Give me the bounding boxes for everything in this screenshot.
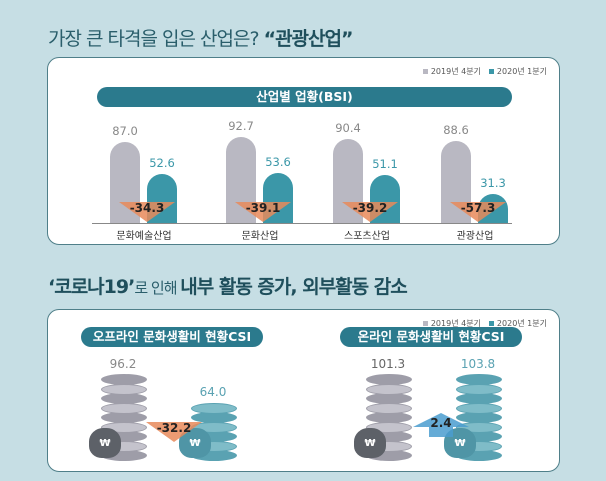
value-label: 101.3: [370, 356, 406, 371]
value-label-2019: 90.4: [335, 120, 361, 135]
coin: [101, 393, 147, 404]
legend-swatch-2019: [422, 69, 428, 74]
legend-2020: 2020년 1분기: [496, 67, 547, 76]
change-indicator-label: -57.3: [460, 201, 496, 215]
value-label: 96.2: [109, 356, 137, 371]
change-indicator-label: 2.4: [430, 416, 452, 430]
chart-title: 산업별 업황(BSI): [97, 87, 512, 107]
change-indicator: -32.2: [146, 418, 202, 442]
coin: [456, 383, 502, 395]
online-chart-title: 온라인 문화생활비 현황CSI: [340, 327, 522, 347]
value-label: 103.8: [460, 356, 496, 371]
down-arrow-icon: [119, 202, 175, 222]
value-label-2020: 31.3: [480, 175, 506, 190]
category-label: 문화예술산업: [116, 231, 172, 242]
value-label-2020: 53.6: [265, 155, 291, 170]
section2-title: ‘코로나19’로 인해 내부 활동 증가, 외부활동 감소: [48, 272, 408, 299]
coin: [366, 412, 412, 423]
title-highlight: “관광산업”: [263, 28, 354, 50]
change-indicator-label: -32.2: [156, 421, 192, 435]
legend-swatch-2020: [488, 321, 494, 326]
csi-panel: 2019년 4분기 2020년 1분기 오프라인 문화생활비 현황CSI 온라인 …: [47, 309, 560, 472]
title-text: 로 인해: [134, 279, 181, 297]
change-indicator: -39.1: [235, 198, 291, 222]
coin: [366, 402, 412, 414]
money-bag-icon: ₩: [354, 428, 386, 458]
change-indicator: -57.3: [450, 198, 506, 222]
section1-title: 가장 큰 타격을 입은 산업은? “관광산업”: [48, 24, 354, 51]
coin: [456, 393, 502, 404]
coin: [191, 402, 237, 414]
legend-2020: 2020년 1분기: [496, 319, 547, 328]
down-arrow-icon: [342, 202, 398, 222]
change-indicator-label: -34.3: [129, 201, 165, 215]
legend-2019: 2019년 4분기: [430, 319, 481, 328]
down-arrow-icon: [146, 422, 202, 442]
legend-swatch-2020: [488, 69, 494, 74]
legend: 2019년 4분기 2020년 1분기: [415, 318, 547, 329]
down-arrow-icon: [450, 202, 506, 222]
coin: [366, 393, 412, 404]
coin: [101, 402, 147, 414]
value-label-2020: 52.6: [149, 156, 175, 171]
coin: [366, 374, 412, 385]
value-label-2019: 92.7: [228, 118, 254, 133]
title-text: 가장 큰 타격을 입은 산업은?: [48, 28, 264, 50]
coin: [101, 412, 147, 423]
coin: [101, 383, 147, 395]
category-label: 문화산업: [241, 231, 279, 242]
category-label: 관광산업: [456, 231, 494, 242]
change-indicator-label: -39.1: [245, 201, 281, 215]
value-label-2019: 87.0: [112, 124, 138, 139]
money-bag-icon: ₩: [89, 428, 121, 458]
value-label-2020: 51.1: [372, 157, 398, 172]
legend-swatch-2019: [422, 321, 428, 326]
value-label-2019: 88.6: [443, 122, 469, 137]
coin: [456, 402, 502, 414]
change-indicator-label: -39.2: [352, 201, 388, 215]
offline-chart-title: 오프라인 문화생활비 현황CSI: [81, 327, 263, 347]
coin: [456, 374, 502, 385]
up-arrow-icon: [413, 413, 469, 437]
title-highlight: 내부 활동 증가, 외부활동 감소: [180, 276, 407, 298]
bsi-panel: 2019년 4분기 2020년 1분기 산업별 업황(BSI) 87.0 52.6 -…: [47, 57, 560, 245]
value-label: 64.0: [199, 385, 227, 399]
change-indicator: -39.2: [342, 198, 398, 222]
category-label: 스포츠산업: [344, 231, 390, 242]
change-indicator: -34.3: [119, 198, 175, 222]
coin: [366, 383, 412, 395]
change-indicator: 2.4: [413, 413, 469, 437]
down-arrow-icon: [235, 202, 291, 222]
baseline: [92, 223, 512, 224]
title-quote: ‘코로나19’: [48, 276, 135, 298]
legend: 2019년 4분기 2020년 1분기: [415, 66, 547, 77]
coin: [101, 374, 147, 385]
legend-2019: 2019년 4분기: [430, 67, 481, 76]
